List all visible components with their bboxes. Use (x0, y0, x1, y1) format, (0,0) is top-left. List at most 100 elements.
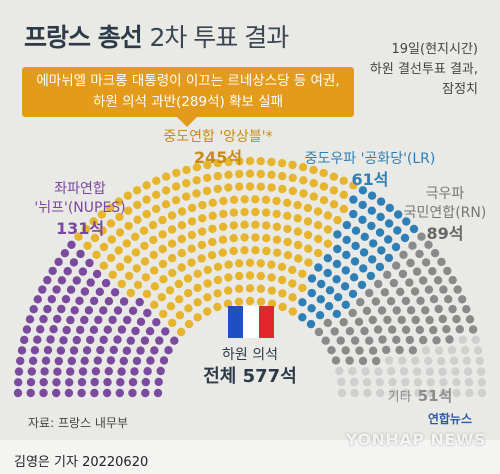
banner-line-1: 에마뉘엘 마크롱 대통령이 이끄는 르네상스당 등 여권, (36, 73, 340, 89)
seat-1 (240, 220, 249, 229)
seat-2 (375, 262, 385, 272)
seat-3 (405, 278, 414, 287)
seat-1 (273, 248, 282, 257)
seat-0 (56, 346, 66, 355)
seat-4 (337, 388, 347, 398)
byline: 김영은 기자 20220620 (14, 455, 149, 470)
seat-4 (335, 366, 344, 376)
seat-1 (234, 297, 244, 306)
seat-2 (323, 254, 332, 263)
seat-1 (224, 273, 233, 282)
label-nupes-name-1: 좌파연합 (54, 181, 106, 197)
seat-3 (419, 276, 428, 285)
seat-1 (203, 307, 212, 316)
seat-1 (256, 157, 265, 166)
seat-1 (235, 271, 244, 281)
seat-1 (184, 319, 194, 329)
label-ensemble: 중도연합 '앙상블'* 245석 (118, 128, 318, 169)
label-rn: 극우파 국민연합(RN) 89석 (390, 185, 500, 245)
seat-1 (219, 196, 228, 206)
seat-0 (39, 378, 48, 387)
seat-0 (78, 367, 88, 376)
seat-3 (398, 269, 408, 279)
seat-1 (323, 211, 333, 220)
seat-1 (124, 206, 133, 215)
seat-0 (29, 305, 38, 314)
seat-0 (152, 318, 161, 327)
seat-1 (115, 228, 125, 237)
seat-3 (339, 318, 348, 327)
seat-1 (197, 254, 206, 263)
seat-0 (150, 346, 159, 355)
label-lr: 중도우파 '공화당'(LR) 61석 (290, 150, 450, 191)
seat-1 (299, 189, 308, 198)
seat-1 (283, 251, 293, 260)
seat-1 (256, 169, 265, 179)
seat-0 (72, 276, 82, 285)
seat-1 (149, 235, 158, 245)
seat-0 (106, 356, 116, 365)
seat-1 (240, 246, 249, 255)
seat-0 (159, 356, 169, 365)
seat-3 (341, 346, 350, 355)
seat-3 (468, 325, 478, 334)
seat-0 (38, 285, 47, 294)
seat-1 (288, 160, 297, 170)
seat-1 (293, 227, 303, 236)
label-lr-name: 중도우파 '공화당'(LR) (304, 151, 436, 167)
seat-4 (449, 356, 459, 365)
seat-1 (124, 221, 133, 231)
seat-3 (323, 318, 332, 328)
seat-1 (262, 221, 271, 230)
seat-1 (132, 264, 141, 273)
seat-1 (193, 269, 202, 278)
seat-1 (187, 230, 197, 240)
seat-2 (367, 191, 377, 200)
seat-1 (139, 226, 149, 235)
seat-1 (283, 211, 292, 220)
seat-0 (54, 257, 63, 267)
seat-1 (175, 295, 184, 304)
seat-2 (340, 282, 350, 291)
seat-1 (283, 198, 292, 207)
seat-1 (167, 211, 177, 220)
seat-4 (462, 356, 472, 365)
seat-1 (267, 183, 276, 192)
seat-3 (350, 336, 360, 345)
label-nupes-name-2: '뉘프'(NUPES) (34, 200, 126, 216)
seat-1 (81, 224, 91, 234)
seat-4 (401, 377, 410, 387)
seat-0 (132, 356, 142, 366)
seat-0 (161, 327, 170, 336)
seat-2 (316, 295, 325, 304)
seat-4 (413, 378, 423, 387)
seat-0 (77, 378, 87, 387)
seat-4 (476, 367, 486, 376)
seat-0 (59, 336, 68, 345)
seat-0 (115, 388, 125, 398)
seat-3 (378, 335, 387, 344)
seat-1 (182, 192, 191, 201)
seat-1 (197, 240, 207, 250)
seat-0 (145, 327, 155, 336)
seat-0 (90, 388, 99, 398)
label-nupes-seats: 131석 (55, 219, 105, 238)
seat-4 (411, 356, 420, 365)
seat-1 (150, 300, 159, 309)
seat-2 (332, 259, 342, 269)
seat-2 (348, 289, 358, 299)
flag-blue (228, 306, 244, 338)
seat-1 (174, 279, 183, 289)
seat-3 (417, 232, 426, 241)
seat-1 (126, 288, 135, 298)
seat-3 (355, 346, 364, 355)
seat-0 (77, 388, 86, 398)
seat-1 (213, 171, 222, 181)
seat-4 (434, 346, 444, 355)
seat-1 (83, 241, 92, 250)
seat-3 (362, 306, 372, 315)
seat-1 (245, 182, 255, 191)
seat-3 (386, 297, 396, 306)
seat-0 (143, 367, 152, 376)
seat-2 (377, 246, 386, 255)
